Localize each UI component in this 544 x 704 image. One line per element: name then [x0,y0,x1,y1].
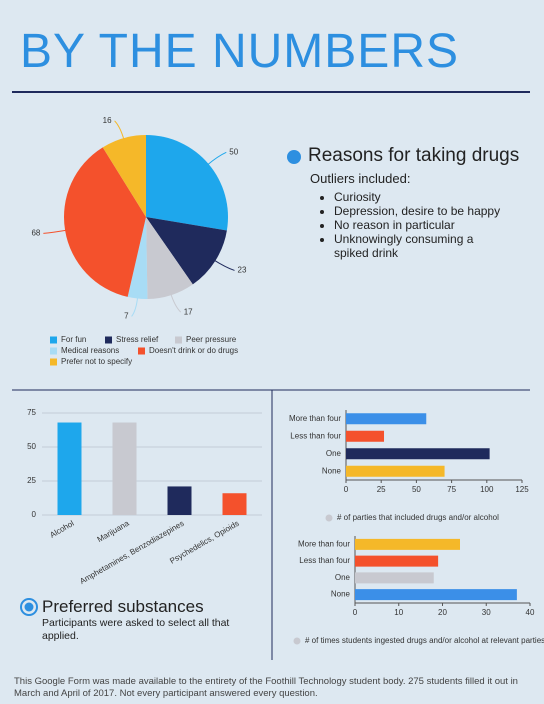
pie-slice [64,147,146,297]
footer-note: This Google Form was made available to t… [14,676,518,699]
data-label: 17 [184,307,193,316]
data-label: 7 [124,312,129,321]
legend-label: Doesn't drink or do drugs [149,346,238,355]
pie-slice [146,135,228,231]
bar [355,572,434,584]
outlier-item: Depression, desire to be happy [334,204,504,218]
legend-swatch [138,347,145,355]
x-tick-label: Amphetamines, Benzodiazepines [78,519,185,586]
leader-line [206,151,227,166]
x-tick-label: 40 [526,608,535,617]
y-tick-label: Less than four [290,431,341,440]
bar [346,430,385,442]
leader-line [114,120,125,141]
bar [346,448,490,460]
x-tick-label: 20 [438,608,447,617]
data-label: 50 [229,147,238,156]
data-label: 23 [238,266,247,275]
data-label: 68 [31,229,40,238]
y-tick-label: 50 [27,442,36,451]
y-tick-label: More than four [289,414,341,423]
bar [346,465,445,477]
legend-label: For fun [61,335,86,344]
y-tick-label: More than four [298,539,350,548]
bar [355,538,460,550]
legend-label: Stress relief [116,335,159,344]
legend-swatch [50,336,57,344]
y-tick-label: None [331,590,351,599]
x-tick-label: 30 [482,608,491,617]
section-heading: Reasons for taking drugs [308,145,520,166]
y-tick-label: 0 [32,510,37,519]
bar [112,422,137,515]
y-tick-label: One [326,449,342,458]
bar [57,422,82,515]
pie-slice [127,217,148,299]
legend-label: Peer pressure [186,335,237,344]
leader-line [170,292,182,313]
legend-swatch [50,347,57,355]
section-icon [24,602,34,612]
x-tick-label: 0 [353,608,358,617]
section-icon [20,598,38,616]
bar [346,413,427,425]
leader-line [43,229,68,234]
y-tick-label: Less than four [299,556,350,565]
legend-swatch [293,637,301,645]
section-note: Participants were asked to select all th… [42,617,230,642]
leader-line [213,259,235,271]
x-tick-label: Marijuana [96,518,131,544]
pie-slice [146,217,227,285]
pie-slice [102,135,146,217]
section-heading: Preferred substances [42,597,204,616]
y-tick-label: 25 [27,476,36,485]
outlier-item: No reason in particular [334,218,504,232]
section-icon [287,150,301,164]
outlier-item: Unknowingly consuming a spiked drink [334,232,504,260]
y-tick-label: One [335,573,351,582]
pie-slice [146,217,193,299]
x-tick-label: 25 [377,485,386,494]
outlier-list: CuriosityDepression, desire to be happyN… [320,190,504,260]
legend-label: # of parties that included drugs and/or … [337,513,499,522]
outlier-item: Curiosity [334,190,504,204]
x-tick-label: 10 [394,608,403,617]
leader-line [131,296,139,317]
bar [355,555,439,567]
legend-swatch [325,514,333,522]
x-tick-label: Alcohol [48,519,75,540]
x-tick-label: 0 [344,485,349,494]
y-tick-label: None [322,466,342,475]
legend-label: Medical reasons [61,346,119,355]
x-tick-label: 75 [447,485,456,494]
y-tick-label: 75 [27,408,36,417]
page-title: BY THE NUMBERS [20,25,459,78]
bar [167,486,192,515]
legend-swatch [175,336,182,344]
x-tick-label: 125 [515,485,529,494]
x-tick-label: 100 [480,485,494,494]
legend-label: Prefer not to specify [61,357,132,366]
bar [222,493,247,515]
legend-swatch [105,336,112,344]
legend-swatch [50,358,57,366]
x-tick-label: 50 [412,485,421,494]
data-label: 16 [103,116,112,125]
bar [355,589,517,601]
legend-label: # of times students ingested drugs and/o… [305,636,544,645]
section-subheading: Outliers included: [310,171,411,186]
